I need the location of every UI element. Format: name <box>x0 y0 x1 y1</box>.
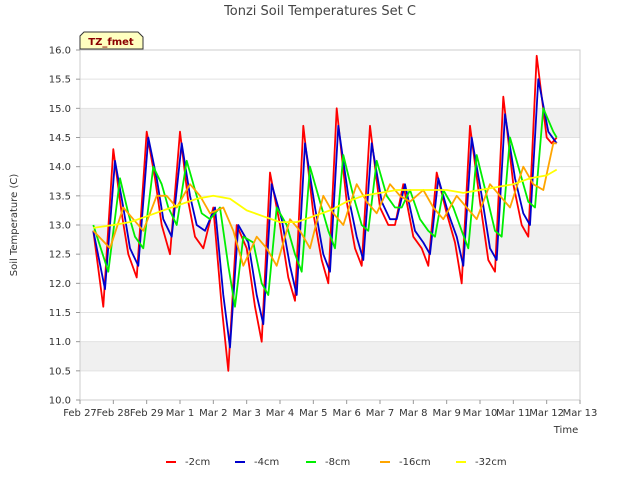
y-tick-label: 10.5 <box>49 366 71 377</box>
grid-band <box>80 341 580 371</box>
y-tick-label: 15.0 <box>49 104 71 115</box>
x-tick-label: Mar 7 <box>366 408 394 419</box>
legend-label: -2cm <box>185 457 210 468</box>
x-tick-label: Mar 2 <box>199 408 227 419</box>
y-tick-label: 15.5 <box>49 75 71 86</box>
y-tick-label: 11.0 <box>49 337 71 348</box>
x-axis-label: Time <box>553 425 578 436</box>
y-tick-label: 16.0 <box>49 46 71 57</box>
x-tick-label: Mar 13 <box>563 408 598 419</box>
x-tick-label: Feb 28 <box>97 408 131 419</box>
x-tick-label: Mar 6 <box>332 408 360 419</box>
y-tick-label: 10.0 <box>49 396 71 407</box>
legend-label: -8cm <box>325 457 350 468</box>
x-tick-label: Mar 3 <box>232 408 260 419</box>
series-line-8cm <box>92 107 558 308</box>
legend: -2cm -4cm -8cm -16cm -32cm <box>166 457 507 468</box>
grid-bands <box>80 49 580 401</box>
chart-title: Tonzi Soil Temperatures Set C <box>223 4 416 19</box>
y-tick-label: 14.5 <box>49 133 71 144</box>
series-line-16cm <box>92 142 557 267</box>
series-lines <box>92 54 558 372</box>
x-tick-label: Feb 27 <box>63 408 97 419</box>
x-tick-label: Mar 8 <box>399 408 427 419</box>
y-tick-label: 13.0 <box>49 221 71 232</box>
y-tick-label: 13.5 <box>49 191 71 202</box>
series-line-32cm <box>93 168 558 229</box>
x-tick-label: Mar 4 <box>266 408 294 419</box>
x-tick-label: Mar 9 <box>432 408 460 419</box>
y-tick-label: 14.0 <box>49 162 71 173</box>
annotation-tag: TZ_fmet <box>79 31 144 50</box>
x-tick-label: Mar 1 <box>166 408 194 419</box>
series-line-4cm <box>92 78 558 349</box>
legend-label: -16cm <box>399 457 431 468</box>
y-tick-label: 12.0 <box>49 279 71 290</box>
y-axis-label: Soil Temperature (C) <box>9 174 20 277</box>
x-tick-label: Mar 5 <box>299 408 327 419</box>
x-axis: Feb 27 Feb 28 Feb 29 Mar 1 Mar 2 Mar 3 Mar 4 Ma… <box>63 400 597 419</box>
x-tick-label: Mar 10 <box>463 408 498 419</box>
x-tick-label: Mar 12 <box>529 408 564 419</box>
legend-label: -4cm <box>254 457 279 468</box>
legend-label: -32cm <box>475 457 507 468</box>
grid-band <box>80 108 580 138</box>
x-tick-label: Mar 11 <box>496 408 531 419</box>
x-tick-label: Feb 29 <box>130 408 164 419</box>
y-axis: 10.0 10.5 11.0 11.5 12.0 12.5 13.0 13.5 14.0 14.5… <box>49 46 80 407</box>
annotation-label: TZ_fmet <box>88 37 134 48</box>
y-tick-label: 12.5 <box>49 250 71 261</box>
y-tick-label: 11.5 <box>49 308 71 319</box>
